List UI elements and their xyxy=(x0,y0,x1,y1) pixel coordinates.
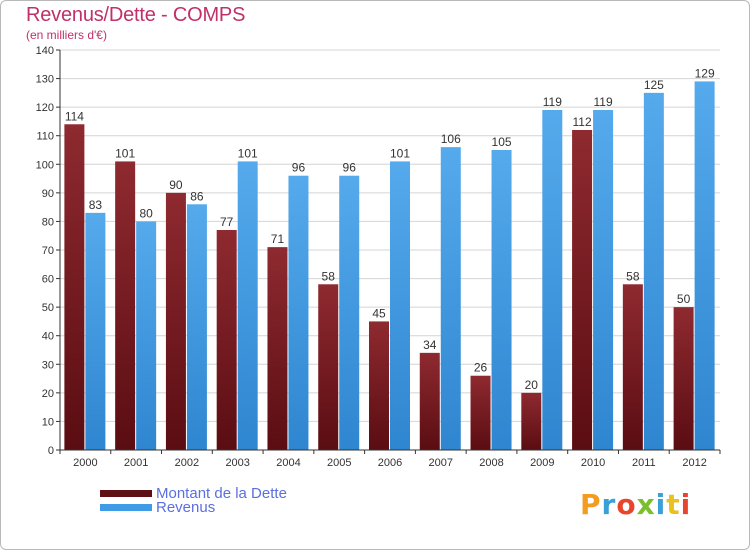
data-label-debt: 20 xyxy=(525,378,539,392)
bar-revenue-2009 xyxy=(542,110,563,450)
y-tick-label: 50 xyxy=(42,302,54,314)
data-label-debt: 101 xyxy=(115,146,135,160)
bar-debt-2007 xyxy=(419,352,440,450)
data-label-debt: 50 xyxy=(677,292,691,306)
logo-letter: P xyxy=(580,488,602,521)
data-label-revenue: 101 xyxy=(390,146,410,160)
data-label-debt: 112 xyxy=(573,115,592,129)
chart-subtitle: (en milliers d'€) xyxy=(26,28,107,42)
logo-letter: x xyxy=(636,488,656,521)
bar-revenue-2003 xyxy=(237,161,258,450)
y-tick-label: 40 xyxy=(42,331,54,343)
logo-letter: i xyxy=(680,488,692,521)
data-label-revenue: 106 xyxy=(441,132,461,146)
x-tick-label: 2006 xyxy=(378,457,402,469)
bar-revenue-2011 xyxy=(643,92,664,450)
logo-letter: t xyxy=(666,488,681,521)
bar-debt-2009 xyxy=(521,392,542,450)
bar-debt-2000 xyxy=(64,124,85,451)
bar-debt-2012 xyxy=(673,307,694,450)
bar-debt-2004 xyxy=(267,247,288,450)
data-label-debt: 77 xyxy=(220,215,234,229)
bar-revenue-2007 xyxy=(440,147,461,450)
x-tick-label: 2001 xyxy=(124,457,148,469)
y-tick-label: 100 xyxy=(36,159,54,171)
data-label-revenue: 80 xyxy=(139,206,153,220)
x-tick-label: 2005 xyxy=(327,457,351,469)
y-tick-label: 10 xyxy=(42,416,54,428)
bar-debt-2011 xyxy=(622,284,643,450)
x-tick-label: 2011 xyxy=(632,457,656,469)
data-label-debt: 45 xyxy=(372,306,386,320)
bar-debt-2003 xyxy=(216,230,237,450)
bar-revenue-2004 xyxy=(288,175,309,450)
y-tick-label: 60 xyxy=(42,274,54,286)
bar-revenue-2001 xyxy=(136,221,157,450)
y-tick-label: 130 xyxy=(36,74,54,86)
data-label-debt: 90 xyxy=(169,178,183,192)
data-label-revenue: 96 xyxy=(343,161,357,175)
data-label-debt: 34 xyxy=(423,338,437,352)
y-tick-label: 140 xyxy=(36,45,54,57)
data-label-revenue: 119 xyxy=(594,95,613,109)
data-label-revenue: 86 xyxy=(190,189,204,203)
data-label-revenue: 119 xyxy=(543,95,562,109)
data-label-revenue: 129 xyxy=(695,66,715,80)
y-tick-label: 90 xyxy=(42,188,54,200)
data-label-debt: 58 xyxy=(322,269,336,283)
logo-letter: r xyxy=(601,488,617,521)
y-tick-label: 110 xyxy=(36,131,54,143)
data-label-debt: 58 xyxy=(626,269,640,283)
data-label-revenue: 125 xyxy=(644,78,664,92)
legend-swatch-debt xyxy=(100,490,152,497)
data-label-revenue: 96 xyxy=(292,161,306,175)
x-tick-label: 2004 xyxy=(276,457,300,469)
y-tick-label: 70 xyxy=(42,245,54,257)
legend-label-revenue: Revenus xyxy=(156,499,216,516)
bar-revenue-2005 xyxy=(339,175,360,450)
bar-debt-2001 xyxy=(115,161,136,450)
data-label-debt: 114 xyxy=(65,109,84,123)
x-tick-label: 2007 xyxy=(429,457,453,469)
logo-letter: o xyxy=(616,488,637,521)
x-tick-label: 2000 xyxy=(73,457,97,469)
bar-revenue-2000 xyxy=(85,212,106,450)
x-tick-label: 2010 xyxy=(581,457,605,469)
bar-revenue-2008 xyxy=(491,150,512,450)
legend-swatch-revenue xyxy=(100,504,152,511)
y-tick-label: 0 xyxy=(48,445,54,457)
data-label-revenue: 83 xyxy=(89,198,103,212)
x-tick-label: 2008 xyxy=(479,457,503,469)
proxiti-logo: Proxiti xyxy=(580,488,691,521)
legend-label-debt: Montant de la Dette xyxy=(156,485,287,502)
bar-revenue-2010 xyxy=(593,110,614,450)
data-label-revenue: 105 xyxy=(492,135,512,149)
logo-letter: i xyxy=(655,488,667,521)
bar-debt-2010 xyxy=(572,130,593,450)
chart-title: Revenus/Dette - COMPS xyxy=(26,4,246,26)
data-label-revenue: 101 xyxy=(238,146,258,160)
bar-revenue-2006 xyxy=(390,161,410,450)
data-label-debt: 26 xyxy=(474,361,488,375)
y-tick-label: 80 xyxy=(42,216,54,228)
x-tick-label: 2009 xyxy=(530,457,554,469)
bar-revenue-2012 xyxy=(694,81,715,450)
bar-debt-2006 xyxy=(369,321,389,450)
bar-debt-2008 xyxy=(470,375,491,450)
data-label-debt: 71 xyxy=(271,232,285,246)
y-tick-label: 30 xyxy=(42,359,54,371)
bar-debt-2002 xyxy=(165,192,186,450)
x-tick-label: 2003 xyxy=(225,457,249,469)
x-tick-label: 2012 xyxy=(682,457,706,469)
bar-revenue-2002 xyxy=(186,204,207,450)
y-tick-label: 120 xyxy=(36,102,54,114)
bar-debt-2005 xyxy=(318,284,339,450)
y-tick-label: 20 xyxy=(42,388,54,400)
x-tick-label: 2002 xyxy=(175,457,199,469)
